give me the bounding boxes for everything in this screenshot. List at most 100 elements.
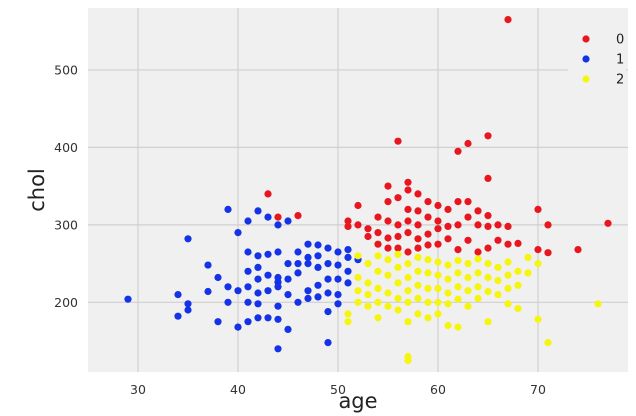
- data-point-class-2: [524, 253, 532, 261]
- data-point-class-2: [354, 287, 362, 295]
- plot-area: [88, 8, 628, 372]
- data-point-class-1: [314, 252, 322, 260]
- data-point-class-2: [434, 258, 442, 266]
- data-point-class-1: [344, 267, 352, 275]
- data-point-class-2: [384, 289, 392, 297]
- data-point-class-0: [484, 132, 492, 140]
- data-point-class-2: [484, 273, 492, 282]
- data-point-class-1: [224, 298, 232, 306]
- data-point-class-0: [444, 222, 452, 230]
- data-point-class-2: [514, 304, 522, 313]
- data-point-class-1: [304, 294, 312, 302]
- data-point-class-2: [364, 302, 372, 310]
- data-point-class-0: [344, 222, 352, 230]
- data-point-class-1: [324, 260, 332, 268]
- data-point-class-1: [294, 269, 302, 277]
- data-point-class-1: [294, 298, 302, 306]
- data-point-class-2: [444, 261, 452, 269]
- data-point-class-2: [514, 267, 522, 275]
- legend-label-0: 0: [616, 33, 624, 48]
- data-point-class-2: [474, 269, 482, 277]
- legend-marker-0: [582, 35, 590, 43]
- data-point-class-1: [334, 248, 342, 256]
- data-point-class-2: [354, 273, 362, 282]
- data-point-class-0: [404, 217, 412, 225]
- data-point-class-0: [464, 139, 472, 148]
- x-tick-label: 30: [130, 382, 146, 397]
- data-point-class-2: [444, 321, 452, 330]
- data-point-class-0: [404, 178, 412, 186]
- data-point-class-0: [474, 248, 482, 256]
- data-point-class-0: [364, 225, 372, 233]
- data-point-class-0: [434, 201, 442, 210]
- data-point-class-1: [334, 275, 342, 283]
- data-point-class-2: [404, 298, 412, 306]
- data-point-class-2: [514, 281, 522, 289]
- data-point-class-2: [444, 275, 452, 283]
- data-point-class-1: [254, 275, 262, 283]
- data-point-class-2: [454, 295, 462, 303]
- data-point-class-1: [274, 248, 282, 256]
- data-point-class-0: [464, 198, 472, 206]
- data-point-class-2: [494, 277, 502, 285]
- data-point-class-0: [394, 194, 402, 202]
- x-tick-label: 50: [330, 382, 346, 397]
- data-point-class-2: [424, 298, 432, 306]
- data-point-class-2: [404, 273, 412, 282]
- data-point-class-2: [444, 300, 452, 308]
- data-point-class-1: [294, 248, 302, 256]
- data-point-class-2: [434, 271, 442, 279]
- data-point-class-0: [404, 229, 412, 237]
- data-point-class-0: [454, 246, 462, 254]
- data-point-class-1: [304, 260, 312, 268]
- data-point-class-1: [304, 253, 312, 261]
- data-point-class-1: [254, 207, 262, 215]
- data-point-class-2: [424, 256, 432, 264]
- data-point-class-2: [354, 252, 362, 260]
- x-tick-label: 60: [430, 382, 446, 397]
- data-point-class-1: [324, 244, 332, 252]
- data-point-class-0: [434, 240, 442, 248]
- data-point-class-2: [414, 310, 422, 318]
- data-point-class-2: [394, 306, 402, 314]
- data-point-class-1: [254, 252, 262, 260]
- data-point-class-0: [434, 225, 442, 233]
- data-point-class-2: [464, 287, 472, 295]
- data-point-class-0: [404, 186, 412, 194]
- data-point-class-0: [444, 205, 452, 213]
- data-point-class-1: [314, 281, 322, 289]
- data-point-class-2: [404, 356, 412, 364]
- data-point-class-2: [464, 260, 472, 268]
- data-point-class-2: [374, 314, 382, 322]
- x-axis-label: age: [338, 389, 377, 413]
- data-point-class-2: [454, 269, 462, 277]
- data-point-class-2: [494, 263, 502, 271]
- data-point-class-1: [334, 300, 342, 308]
- data-point-class-0: [414, 244, 422, 252]
- data-point-class-0: [384, 182, 392, 190]
- data-point-class-2: [394, 279, 402, 287]
- data-point-class-1: [224, 283, 232, 291]
- data-point-class-0: [544, 249, 552, 257]
- data-point-class-1: [174, 291, 182, 299]
- data-point-class-1: [254, 300, 262, 308]
- data-point-class-0: [414, 221, 422, 229]
- data-point-class-1: [284, 217, 292, 225]
- data-point-class-2: [374, 298, 382, 306]
- data-point-class-2: [594, 300, 602, 308]
- data-point-class-0: [294, 212, 302, 220]
- data-point-class-1: [314, 293, 322, 301]
- data-point-class-2: [424, 269, 432, 277]
- data-point-class-0: [604, 219, 612, 227]
- data-point-class-2: [504, 271, 512, 279]
- data-point-class-2: [454, 323, 462, 331]
- data-point-class-1: [244, 267, 252, 275]
- data-point-class-0: [484, 222, 492, 230]
- data-point-class-2: [504, 258, 512, 266]
- data-point-class-0: [504, 240, 512, 248]
- data-point-class-1: [344, 279, 352, 287]
- data-point-class-1: [274, 345, 282, 353]
- data-point-class-0: [374, 229, 382, 237]
- data-point-class-2: [454, 283, 462, 291]
- data-point-class-0: [484, 244, 492, 252]
